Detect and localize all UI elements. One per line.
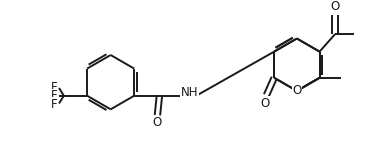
Text: F: F <box>51 89 57 102</box>
Text: O: O <box>330 0 340 14</box>
Text: O: O <box>153 116 162 129</box>
Text: O: O <box>292 84 301 97</box>
Text: O: O <box>261 97 270 110</box>
Text: F: F <box>51 98 57 111</box>
Text: F: F <box>51 81 57 93</box>
Text: NH: NH <box>181 86 198 99</box>
